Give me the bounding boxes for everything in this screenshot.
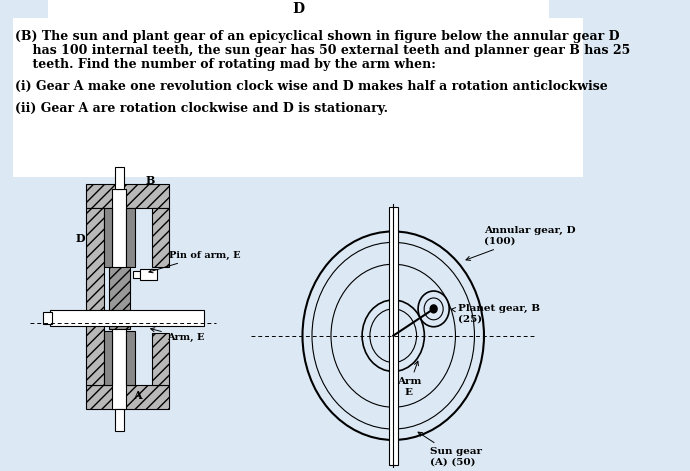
Text: D: D — [75, 233, 85, 244]
Bar — [104, 331, 112, 385]
Bar — [50, 310, 204, 326]
Bar — [112, 189, 126, 409]
Bar — [109, 267, 130, 329]
Bar — [86, 208, 104, 385]
Text: D: D — [292, 2, 304, 16]
Bar — [126, 208, 135, 267]
Bar — [104, 208, 112, 267]
Bar — [389, 207, 397, 465]
Circle shape — [390, 332, 397, 340]
Bar — [115, 167, 124, 189]
Text: B: B — [145, 175, 155, 186]
Bar — [43, 312, 52, 324]
Text: Arm
E: Arm E — [397, 361, 421, 397]
Bar — [115, 409, 124, 431]
Text: (B) The sun and plant gear of an epicyclical shown in figure below the annular g: (B) The sun and plant gear of an epicycl… — [14, 30, 619, 43]
Bar — [140, 269, 157, 280]
Text: Sun gear
(A) (50): Sun gear (A) (50) — [418, 432, 482, 466]
Text: (ii) Gear A are rotation clockwise and D is stationary.: (ii) Gear A are rotation clockwise and D… — [14, 102, 388, 115]
Bar — [86, 184, 169, 208]
Text: teeth. Find the number of rotating mad by the arm when:: teeth. Find the number of rotating mad b… — [14, 57, 435, 71]
Text: Arm, E: Arm, E — [150, 328, 204, 342]
Text: has 100 internal teeth, the sun gear has 50 external teeth and planner gear B ha: has 100 internal teeth, the sun gear has… — [14, 44, 630, 57]
Bar — [133, 271, 140, 278]
Text: (i) Gear A make one revolution clock wise and D makes half a rotation anticlockw: (i) Gear A make one revolution clock wis… — [14, 80, 607, 92]
Text: Pin of arm, E: Pin of arm, E — [149, 251, 240, 273]
Bar — [152, 208, 169, 267]
Bar — [126, 331, 135, 385]
Text: Planet gear, B
(25): Planet gear, B (25) — [451, 304, 540, 324]
Text: A: A — [133, 390, 141, 401]
Circle shape — [430, 305, 437, 313]
Text: Annular gear, D
(100): Annular gear, D (100) — [466, 227, 575, 260]
Bar — [86, 385, 169, 409]
Bar — [152, 333, 169, 385]
Bar — [13, 18, 583, 177]
Bar — [48, 0, 549, 18]
